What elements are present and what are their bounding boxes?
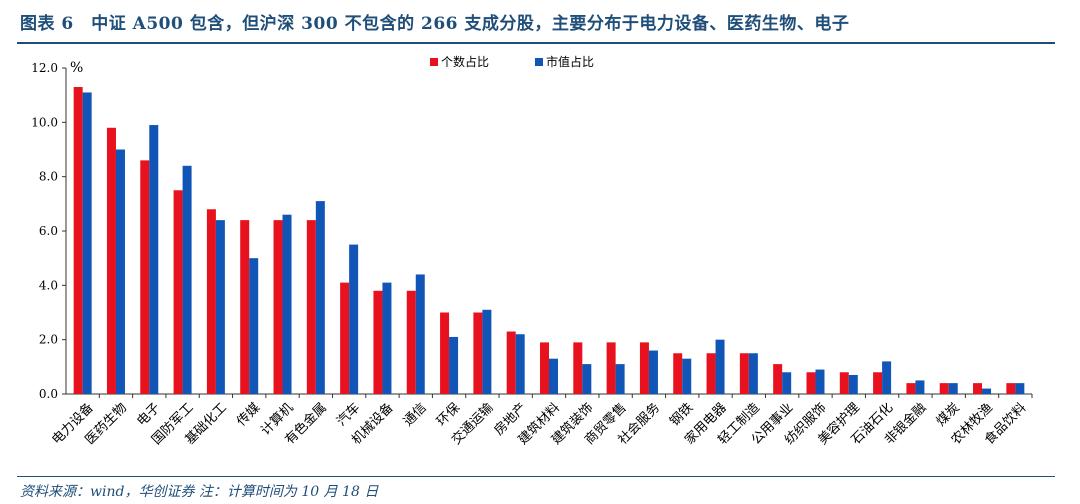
- bar-count-share: [306, 220, 316, 394]
- y-tick-label: 2.0: [39, 333, 58, 347]
- bar-cap-share: [715, 339, 725, 394]
- bar-count-share: [973, 383, 983, 394]
- bar-cap-share: [149, 125, 159, 395]
- bar-count-share: [206, 209, 216, 394]
- bar-cap-share: [549, 358, 558, 394]
- bar-cap-share: [282, 214, 292, 394]
- legend-swatch-count-share: [430, 58, 438, 66]
- y-tick-label: 0.0: [39, 387, 58, 401]
- bar-cap-share: [682, 358, 692, 394]
- bar-count-share: [773, 364, 783, 394]
- bar-cap-share: [315, 201, 325, 394]
- title-divider: [17, 42, 1055, 44]
- bar-count-share: [873, 372, 883, 394]
- y-tick-label: 10.0: [31, 115, 58, 129]
- bar-count-share: [173, 190, 183, 394]
- bar-count-share: [806, 372, 816, 394]
- bar-cap-share: [215, 220, 225, 394]
- chart-legend: 个数占比 市值占比: [430, 54, 594, 69]
- bar-cap-share: [115, 149, 125, 394]
- bar-count-share: [140, 160, 150, 394]
- x-tick-label: 环保: [434, 400, 463, 429]
- chart-bars: [73, 87, 1025, 395]
- bar-count-share: [106, 127, 116, 395]
- bar-cap-share: [748, 353, 758, 394]
- title-bar: 图表 6 中证 A500 包含，但沪深 300 不包含的 266 支成分股，主要…: [0, 0, 1080, 44]
- bar-count-share: [506, 331, 516, 394]
- legend-label-cap-share: 市值占比: [546, 54, 594, 69]
- bar-count-share: [373, 290, 383, 394]
- bar-count-share: [939, 383, 949, 394]
- bar-count-share: [240, 220, 250, 394]
- bar-count-share: [573, 342, 583, 394]
- bar-cap-share: [349, 244, 359, 394]
- bar-cap-share: [915, 380, 925, 394]
- bar-cap-share: [515, 334, 525, 394]
- y-axis-label: %: [70, 60, 83, 76]
- bar-cap-share: [82, 92, 92, 394]
- bar-cap-share: [1015, 383, 1025, 394]
- bar-count-share: [906, 383, 916, 394]
- legend-label-count-share: 个数占比: [441, 54, 489, 69]
- bar-count-share: [1006, 383, 1016, 394]
- bar-cap-share: [648, 350, 658, 394]
- bar-cap-share: [482, 309, 492, 394]
- bar-cap-share: [615, 364, 625, 394]
- bar-cap-share: [382, 282, 392, 394]
- bar-count-share: [473, 312, 483, 394]
- bar-cap-share: [449, 336, 459, 394]
- x-tick-label: 钢铁: [667, 400, 696, 429]
- x-tick-label: 通信: [401, 400, 430, 429]
- bar-cap-share: [182, 165, 192, 394]
- y-tick-label: 6.0: [39, 224, 58, 238]
- bar-cap-share: [582, 364, 592, 394]
- y-tick-label: 12.0: [31, 61, 58, 75]
- bar-cap-share: [948, 383, 958, 394]
- footer-divider: [17, 476, 1055, 477]
- x-tick-label: 电子: [134, 400, 163, 429]
- bar-cap-share: [782, 372, 792, 394]
- bar-count-share: [440, 312, 450, 394]
- chart-title: 图表 6 中证 A500 包含，但沪深 300 不包含的 266 支成分股，主要…: [20, 14, 850, 34]
- bar-count-share: [839, 372, 849, 394]
- bar-count-share: [340, 282, 350, 394]
- x-tick-label: 煤炭: [934, 400, 963, 429]
- bar-count-share: [406, 290, 416, 394]
- y-tick-label: 8.0: [39, 170, 58, 184]
- bar-count-share: [673, 353, 683, 394]
- bar-count-share: [273, 220, 283, 394]
- x-tick-label: 汽车: [333, 400, 363, 430]
- bar-count-share: [540, 342, 549, 394]
- x-tick-label: 传媒: [234, 400, 263, 429]
- source-note: 资料来源：wind，华创证券 注：计算时间为 10 月 18 日: [20, 484, 379, 500]
- bar-count-share: [606, 342, 616, 394]
- bar-count-share: [706, 353, 716, 394]
- bar-cap-share: [815, 369, 825, 394]
- legend-swatch-cap-share: [535, 58, 543, 66]
- bar-count-share: [739, 353, 749, 394]
- y-tick-label: 4.0: [39, 278, 58, 292]
- bar-cap-share: [848, 374, 858, 394]
- bar-cap-share: [249, 258, 259, 394]
- bar-count-share: [73, 87, 83, 394]
- bar-count-share: [639, 342, 649, 394]
- bar-cap-share: [882, 361, 892, 394]
- bar-cap-share: [415, 274, 425, 394]
- bar-cap-share: [982, 388, 992, 394]
